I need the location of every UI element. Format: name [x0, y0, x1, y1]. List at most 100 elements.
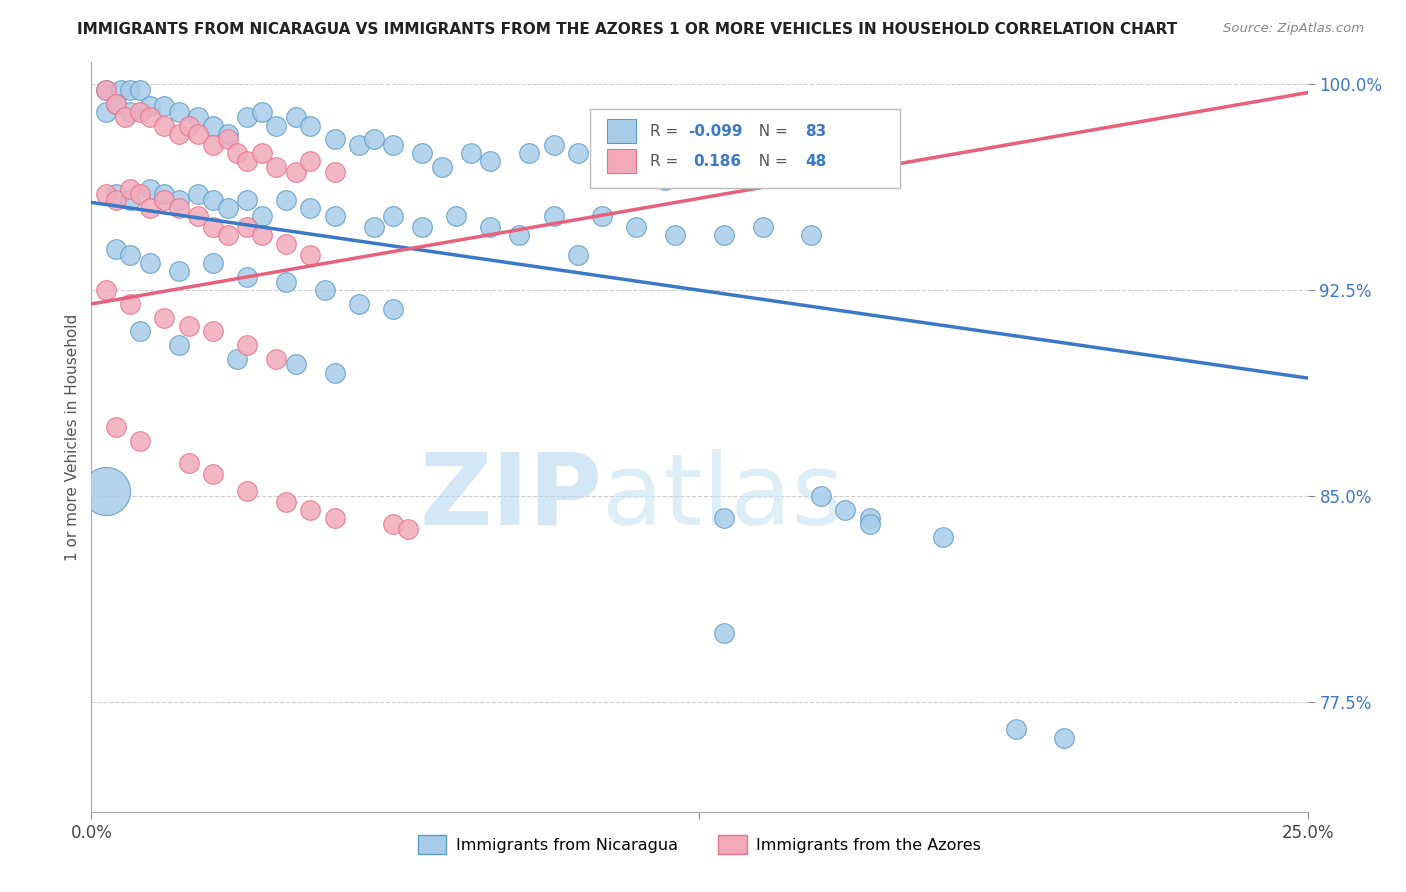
- Point: [567, 247, 589, 261]
- Point: [226, 146, 249, 161]
- Point: [479, 154, 502, 169]
- Point: [153, 99, 176, 113]
- Point: [177, 119, 200, 133]
- Point: [236, 193, 259, 207]
- Point: [323, 132, 346, 146]
- Point: [347, 297, 370, 311]
- Point: [810, 489, 832, 503]
- Point: [202, 467, 225, 482]
- Point: [236, 154, 259, 169]
- Point: [713, 626, 735, 640]
- Point: [517, 146, 540, 161]
- Point: [363, 132, 385, 146]
- Point: [236, 338, 259, 352]
- Point: [94, 483, 117, 498]
- Point: [444, 209, 467, 223]
- Point: [363, 220, 385, 235]
- Point: [274, 275, 297, 289]
- Point: [94, 187, 117, 202]
- Point: [626, 220, 648, 235]
- Point: [129, 325, 152, 339]
- Point: [640, 165, 662, 179]
- FancyBboxPatch shape: [591, 109, 900, 187]
- Point: [114, 111, 136, 125]
- Point: [299, 503, 322, 517]
- Point: [274, 193, 297, 207]
- Legend: Immigrants from Nicaragua, Immigrants from the Azores: Immigrants from Nicaragua, Immigrants fr…: [412, 829, 987, 860]
- Point: [167, 127, 190, 141]
- Point: [323, 209, 346, 223]
- Point: [120, 104, 142, 119]
- Point: [664, 228, 686, 243]
- Point: [94, 83, 117, 97]
- Point: [382, 516, 405, 531]
- Point: [236, 483, 259, 498]
- Text: atlas: atlas: [602, 449, 844, 546]
- Point: [250, 209, 273, 223]
- Point: [274, 236, 297, 251]
- Point: [543, 137, 565, 152]
- Point: [591, 209, 613, 223]
- Text: ZIP: ZIP: [419, 449, 602, 546]
- Point: [800, 228, 823, 243]
- Point: [187, 209, 209, 223]
- Text: -0.099: -0.099: [689, 124, 742, 139]
- Point: [508, 228, 530, 243]
- Y-axis label: 1 or more Vehicles in Household: 1 or more Vehicles in Household: [65, 313, 80, 561]
- Point: [217, 132, 239, 146]
- Point: [430, 160, 453, 174]
- Point: [236, 220, 259, 235]
- Point: [834, 503, 856, 517]
- Point: [139, 111, 162, 125]
- Point: [654, 173, 676, 187]
- Point: [94, 83, 117, 97]
- Point: [713, 511, 735, 525]
- Text: R =: R =: [650, 124, 683, 139]
- Point: [120, 297, 142, 311]
- Point: [382, 302, 405, 317]
- Point: [299, 201, 322, 215]
- Point: [167, 193, 190, 207]
- Point: [479, 220, 502, 235]
- Point: [382, 209, 405, 223]
- FancyBboxPatch shape: [607, 120, 637, 144]
- Point: [382, 137, 405, 152]
- Point: [202, 137, 225, 152]
- Point: [460, 146, 482, 161]
- Point: [323, 366, 346, 380]
- Point: [153, 187, 176, 202]
- Point: [94, 104, 117, 119]
- Point: [129, 104, 152, 119]
- Point: [167, 264, 190, 278]
- Point: [264, 160, 287, 174]
- Point: [202, 256, 225, 270]
- Point: [226, 351, 249, 366]
- Text: N =: N =: [749, 153, 793, 169]
- Point: [543, 209, 565, 223]
- Point: [323, 165, 346, 179]
- Point: [139, 201, 162, 215]
- Point: [314, 283, 336, 297]
- Point: [606, 154, 628, 169]
- Point: [94, 283, 117, 297]
- Point: [217, 201, 239, 215]
- Point: [202, 119, 225, 133]
- Point: [299, 154, 322, 169]
- Point: [323, 511, 346, 525]
- Point: [120, 182, 142, 196]
- Point: [153, 119, 176, 133]
- Point: [187, 187, 209, 202]
- Point: [217, 127, 239, 141]
- Point: [139, 182, 162, 196]
- Point: [153, 310, 176, 325]
- Point: [411, 146, 433, 161]
- Text: 0.186: 0.186: [693, 153, 741, 169]
- Point: [153, 193, 176, 207]
- Point: [167, 201, 190, 215]
- Point: [713, 228, 735, 243]
- Point: [264, 351, 287, 366]
- Point: [202, 220, 225, 235]
- Point: [120, 83, 142, 97]
- Text: IMMIGRANTS FROM NICARAGUA VS IMMIGRANTS FROM THE AZORES 1 OR MORE VEHICLES IN HO: IMMIGRANTS FROM NICARAGUA VS IMMIGRANTS …: [77, 22, 1178, 37]
- Point: [751, 220, 773, 235]
